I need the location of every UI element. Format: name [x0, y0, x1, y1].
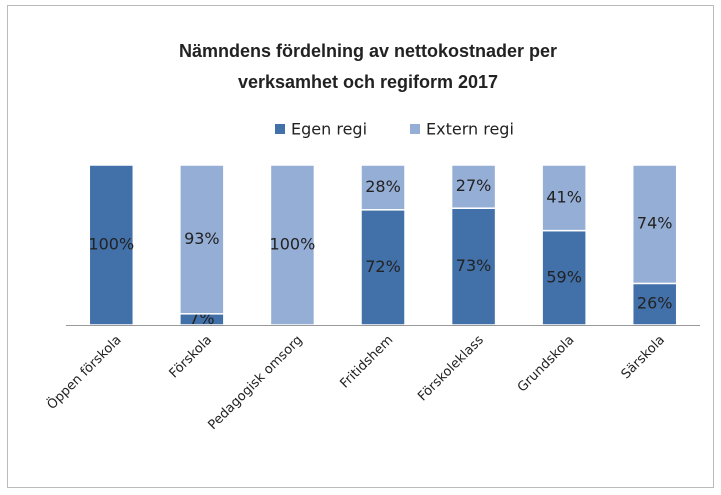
- data-label: 26%: [637, 294, 673, 313]
- data-label: 100%: [270, 235, 316, 254]
- legend-swatch: [410, 124, 420, 134]
- legend-label: Extern regi: [426, 120, 514, 139]
- bar-segment: [631, 282, 678, 326]
- legend-swatch: [275, 124, 285, 134]
- legend-label: Egen regi: [291, 120, 367, 139]
- data-label: 74%: [637, 214, 673, 233]
- bar-segment: [541, 164, 587, 232]
- chart-title: verksamhet och regiform 2017: [238, 72, 498, 92]
- bar-segment: [269, 164, 316, 326]
- bar-segment: [179, 164, 225, 315]
- bar-segment: [450, 164, 497, 209]
- bar-segment: [541, 229, 587, 326]
- bar-segment: [88, 164, 135, 326]
- data-label: 73%: [456, 256, 492, 275]
- bar-segment: [631, 164, 678, 285]
- data-label: 72%: [365, 257, 401, 276]
- data-label: 93%: [184, 229, 220, 248]
- data-label: 100%: [88, 235, 134, 254]
- data-label: 27%: [456, 176, 492, 195]
- data-label: 41%: [546, 187, 582, 206]
- data-label: 28%: [365, 177, 401, 196]
- chart-title: Nämndens fördelning av nettokostnader pe…: [179, 41, 557, 61]
- bar-segment: [360, 164, 406, 211]
- data-label: 59%: [546, 267, 582, 286]
